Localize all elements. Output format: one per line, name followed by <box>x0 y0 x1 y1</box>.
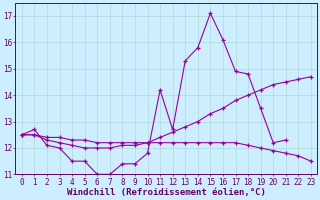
X-axis label: Windchill (Refroidissement éolien,°C): Windchill (Refroidissement éolien,°C) <box>67 188 266 197</box>
